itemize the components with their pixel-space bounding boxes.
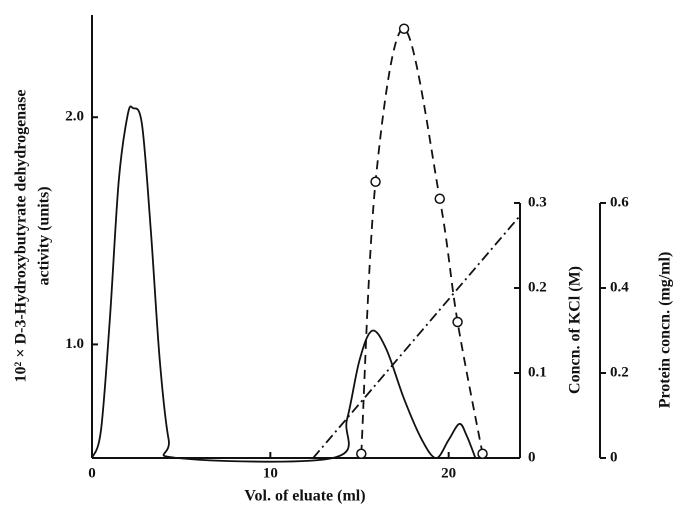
y-tick-label: 1.0 (65, 336, 84, 352)
y3-tick-label: 0.4 (610, 279, 629, 295)
y-tick-label: 2.0 (65, 109, 84, 125)
marker (370, 176, 381, 187)
y2-axis-label: Concn. of KCl (M) (567, 266, 584, 394)
x-tick-label: 0 (88, 465, 96, 481)
marker (452, 316, 463, 328)
x-tick-label: 20 (441, 465, 456, 481)
marker (477, 448, 488, 459)
y-axis-label: activity (units) (36, 186, 53, 285)
y2-tick-label: 0.1 (528, 364, 547, 380)
marker (398, 23, 410, 34)
y-axis-label: 10² × D-3-Hydroxybutyrate dehydrogenase (13, 90, 30, 383)
line (91, 105, 477, 463)
x-tick-label: 10 (263, 465, 278, 481)
y2-tick-label: 0.3 (528, 194, 547, 210)
y2-tick-label: 0 (528, 449, 536, 465)
line (360, 27, 484, 454)
y2-tick-label: 0.2 (528, 279, 547, 295)
x-axis-label: Vol. of eluate (ml) (244, 488, 365, 505)
y3-tick-label: 0 (610, 449, 618, 465)
line (312, 215, 521, 459)
y3-tick-label: 0.2 (610, 364, 629, 380)
y3-tick-label: 0.6 (610, 194, 629, 210)
y3-axis-label: Protein concn. (mg/ml) (657, 252, 674, 409)
marker (356, 448, 367, 459)
marker (434, 193, 445, 204)
